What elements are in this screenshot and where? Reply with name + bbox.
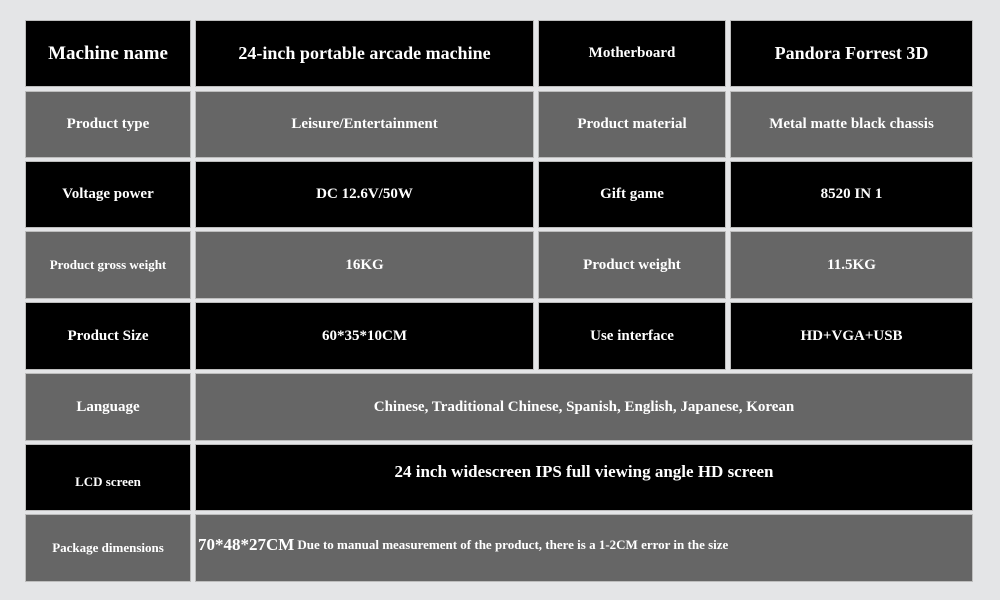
value-gross-weight: 16KG: [195, 231, 534, 299]
value-product-weight: 11.5KG: [730, 231, 973, 299]
value-voltage-power: DC 12.6V/50W: [195, 161, 534, 228]
label-use-interface: Use interface: [538, 302, 726, 370]
label-product-size: Product Size: [25, 302, 191, 370]
value-product-type: Leisure/Entertainment: [195, 91, 534, 158]
value-product-size: 60*35*10CM: [195, 302, 534, 370]
label-gift-game: Gift game: [538, 161, 726, 228]
value-language: Chinese, Traditional Chinese, Spanish, E…: [195, 373, 973, 441]
label-package-dimensions: Package dimensions: [25, 514, 191, 582]
value-product-material: Metal matte black chassis: [730, 91, 973, 158]
package-note: Due to manual measurement of the product…: [297, 537, 729, 552]
value-machine-name: 24-inch portable arcade machine: [195, 20, 534, 87]
label-product-material: Product material: [538, 91, 726, 158]
label-lcd-screen: LCD screen: [25, 444, 191, 511]
value-lcd-screen: 24 inch widescreen IPS full viewing angl…: [195, 444, 973, 511]
label-machine-name: Machine name: [25, 20, 191, 87]
label-product-weight: Product weight: [538, 231, 726, 299]
label-product-type: Product type: [25, 91, 191, 158]
label-voltage-power: Voltage power: [25, 161, 191, 228]
label-language: Language: [25, 373, 191, 441]
label-motherboard: Motherboard: [538, 20, 726, 87]
value-package-dimensions: 70*48*27CM Due to manual measurement of …: [195, 514, 973, 582]
value-use-interface: HD+VGA+USB: [730, 302, 973, 370]
label-gross-weight: Product gross weight: [25, 231, 191, 299]
value-motherboard: Pandora Forrest 3D: [730, 20, 973, 87]
value-gift-game: 8520 IN 1: [730, 161, 973, 228]
package-size: 70*48*27CM: [198, 535, 295, 554]
